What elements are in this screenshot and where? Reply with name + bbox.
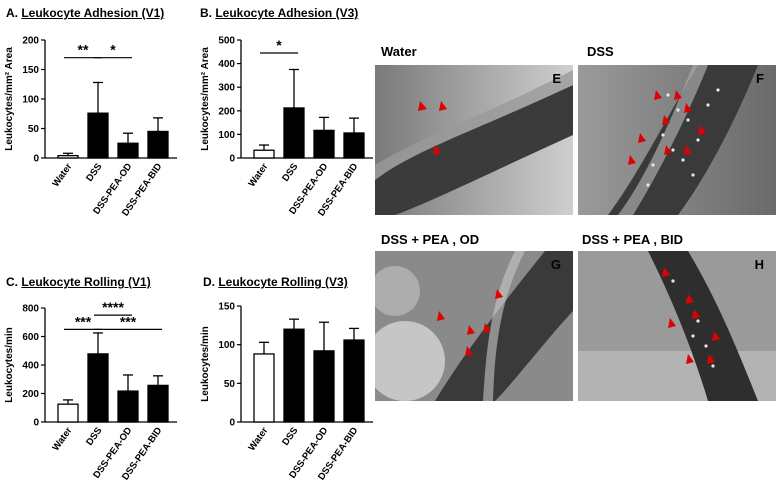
y-tick-label: 600 [22, 332, 39, 343]
bar [117, 142, 139, 159]
y-tick-label: 0 [33, 418, 39, 429]
bar [87, 353, 109, 423]
panel-c-title-text: Leukocyte Rolling (V1) [21, 275, 151, 289]
panel-b-title: B. Leukocyte Adhesion (V3) [200, 6, 358, 20]
micrograph-h-label: DSS + PEA , BID [582, 232, 684, 247]
bar [147, 384, 169, 423]
bar [343, 339, 365, 423]
micrograph-f-label: DSS [587, 44, 614, 59]
micrograph-g-letter: G [550, 257, 561, 272]
y-tick-label: 150 [22, 65, 39, 76]
micrograph-dss-pea-bid-image [578, 251, 776, 401]
x-tick-label: DSS [84, 161, 104, 183]
bar [283, 107, 305, 159]
x-tick-label: Water [247, 425, 271, 453]
micrograph-dss-pea-od-image [375, 251, 573, 401]
y-tick-label: 100 [22, 95, 39, 106]
panel-c-letter: C. [6, 275, 18, 289]
y-axis-label: Leukocytes/min [4, 327, 15, 403]
y-tick-label: 500 [218, 36, 235, 47]
x-tick-label: Water [51, 161, 75, 189]
micrograph-dss-image [578, 65, 776, 215]
panel-b-letter: B. [200, 6, 212, 20]
y-axis-label: Leukocytes/min [200, 326, 211, 402]
significance-label: *** [75, 313, 92, 329]
y-tick-label: 100 [218, 130, 235, 141]
panel-a-title: A. Leukocyte Adhesion (V1) [6, 6, 164, 20]
panel-d-title: D. Leukocyte Rolling (V3) [203, 275, 348, 289]
x-tick-label: DSS [280, 425, 300, 447]
panel-d-title-text: Leukocyte Rolling (V3) [218, 275, 348, 289]
x-tick-label: DSS [84, 425, 104, 447]
y-tick-label: 400 [22, 361, 39, 372]
micrograph-e-letter: E [552, 71, 561, 86]
panel-b-title-text: Leukocyte Adhesion (V3) [215, 6, 359, 20]
y-tick-label: 200 [22, 36, 39, 47]
micrograph-h-letter: H [754, 257, 764, 272]
bar [343, 132, 365, 159]
micrograph-water-image [375, 65, 573, 215]
panel-c-title: C. Leukocyte Rolling (V1) [6, 275, 151, 289]
y-tick-label: 150 [218, 302, 235, 313]
significance-label: *** [120, 313, 137, 329]
y-tick-label: 400 [218, 59, 235, 70]
y-axis-label: Leukocytes/mm² Area [200, 47, 211, 151]
panel-a-title-text: Leukocyte Adhesion (V1) [21, 6, 165, 20]
significance-label: * [276, 37, 282, 53]
panel-a-letter: A. [6, 6, 18, 20]
micrograph-dss-pea-bid: H [578, 251, 776, 401]
y-tick-label: 50 [28, 124, 40, 135]
micrograph-dss-pea-od: G [375, 251, 573, 401]
bar [117, 390, 139, 423]
micrograph-water: E [375, 65, 573, 215]
arrowhead-group [418, 101, 447, 155]
bar [253, 149, 275, 159]
panel-d-letter: D. [203, 275, 215, 289]
micrograph-g-label: DSS + PEA , OD [381, 232, 480, 247]
y-tick-label: 300 [218, 83, 235, 94]
x-tick-label: DSS [280, 161, 300, 183]
significance-label: * [110, 42, 116, 58]
bar [283, 328, 305, 423]
y-tick-label: 100 [218, 340, 235, 351]
y-tick-label: 800 [22, 304, 39, 315]
y-tick-label: 0 [229, 418, 235, 429]
bar [147, 130, 169, 159]
bar [313, 129, 335, 159]
x-tick-label: Water [247, 161, 271, 189]
y-tick-label: 50 [224, 379, 236, 390]
y-tick-label: 200 [218, 106, 235, 117]
bar [253, 353, 275, 423]
micrograph-dss: F [578, 65, 776, 215]
bar [57, 403, 79, 423]
y-tick-label: 0 [229, 154, 235, 165]
micrograph-f-letter: F [756, 71, 764, 86]
y-axis-label: Leukocytes/mm² Area [4, 47, 15, 151]
significance-label: ** [78, 42, 89, 58]
bar [313, 350, 335, 423]
bar [87, 112, 109, 159]
significance-label: **** [102, 299, 124, 315]
x-tick-label: Water [51, 425, 75, 453]
y-tick-label: 0 [33, 154, 39, 165]
chart-leukocyte-adhesion-v3: Leukocytes/mm² Area 0 100 200 300 400 500 Water… [200, 36, 373, 218]
bar [57, 154, 79, 159]
y-tick-label: 200 [22, 389, 39, 400]
micrograph-e-label: Water [381, 44, 417, 59]
